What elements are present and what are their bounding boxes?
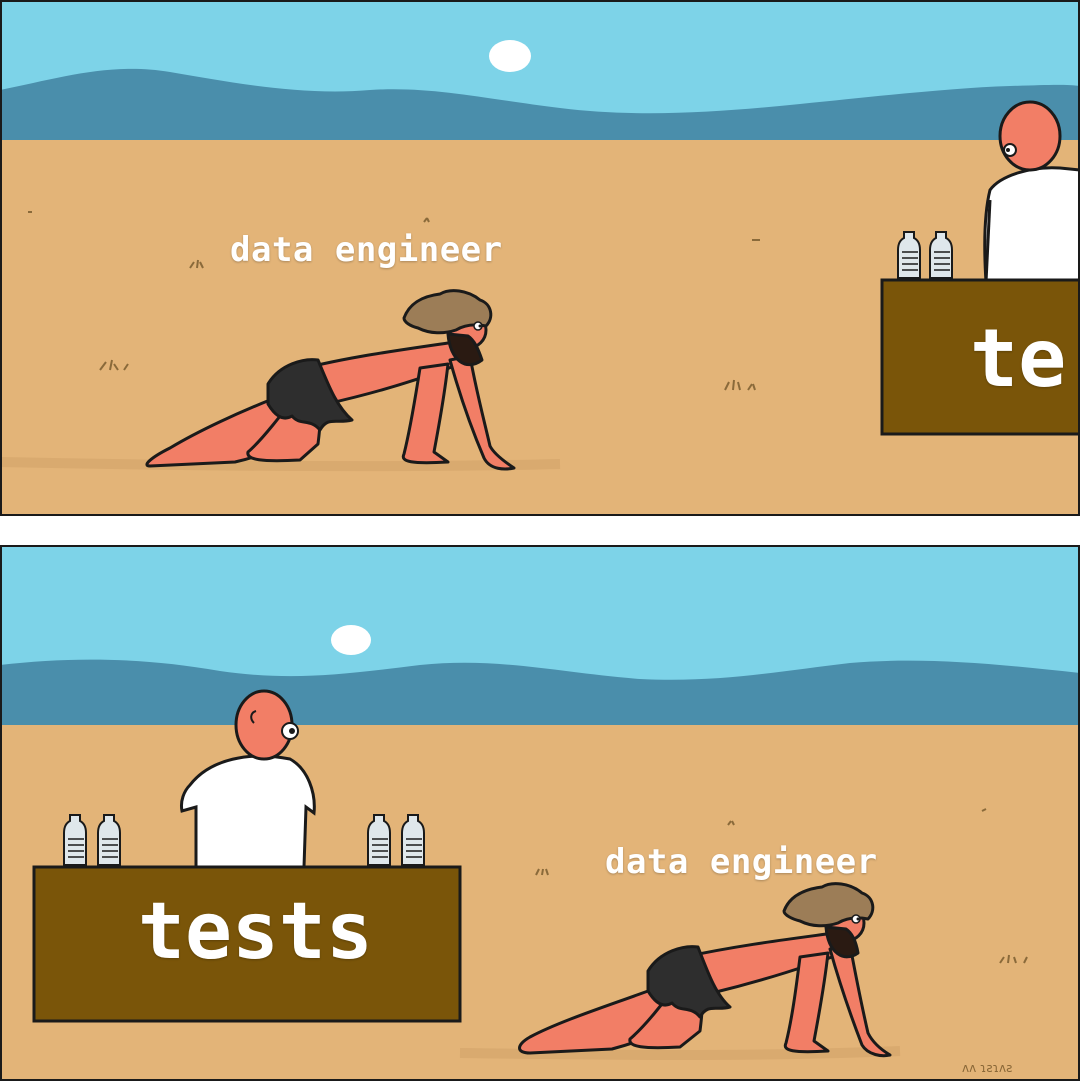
top-panel: data engineer te xyxy=(0,0,1080,516)
stand-table xyxy=(32,865,462,1023)
vendor-man xyxy=(180,689,316,869)
sun-icon xyxy=(331,625,371,655)
vendor-man xyxy=(983,100,1080,284)
artist-signature: ᴧᴧ ɿƨɿᴧƨ xyxy=(962,1061,1013,1075)
mountains xyxy=(0,659,1080,727)
grass-tufts xyxy=(535,808,1028,964)
stand-label-top: te xyxy=(970,312,1067,405)
top-panel-scene xyxy=(0,0,1080,516)
crawling-man xyxy=(518,882,892,1058)
mountains xyxy=(0,68,1080,142)
stand-table xyxy=(880,278,1080,436)
grass-tufts xyxy=(28,211,760,391)
bottom-panel-scene xyxy=(0,545,1080,1081)
water-bottle-icon xyxy=(63,814,425,866)
stand-label-bottom: tests xyxy=(138,887,373,977)
bottom-panel: data engineer tests ᴧᴧ ɿƨɿᴧƨ xyxy=(0,545,1080,1081)
sun-icon xyxy=(489,40,531,72)
crawler-label-top: data engineer xyxy=(230,230,503,270)
water-bottle-icon xyxy=(897,231,953,279)
crawling-man xyxy=(145,289,516,471)
crawler-label-bottom: data engineer xyxy=(605,842,878,882)
